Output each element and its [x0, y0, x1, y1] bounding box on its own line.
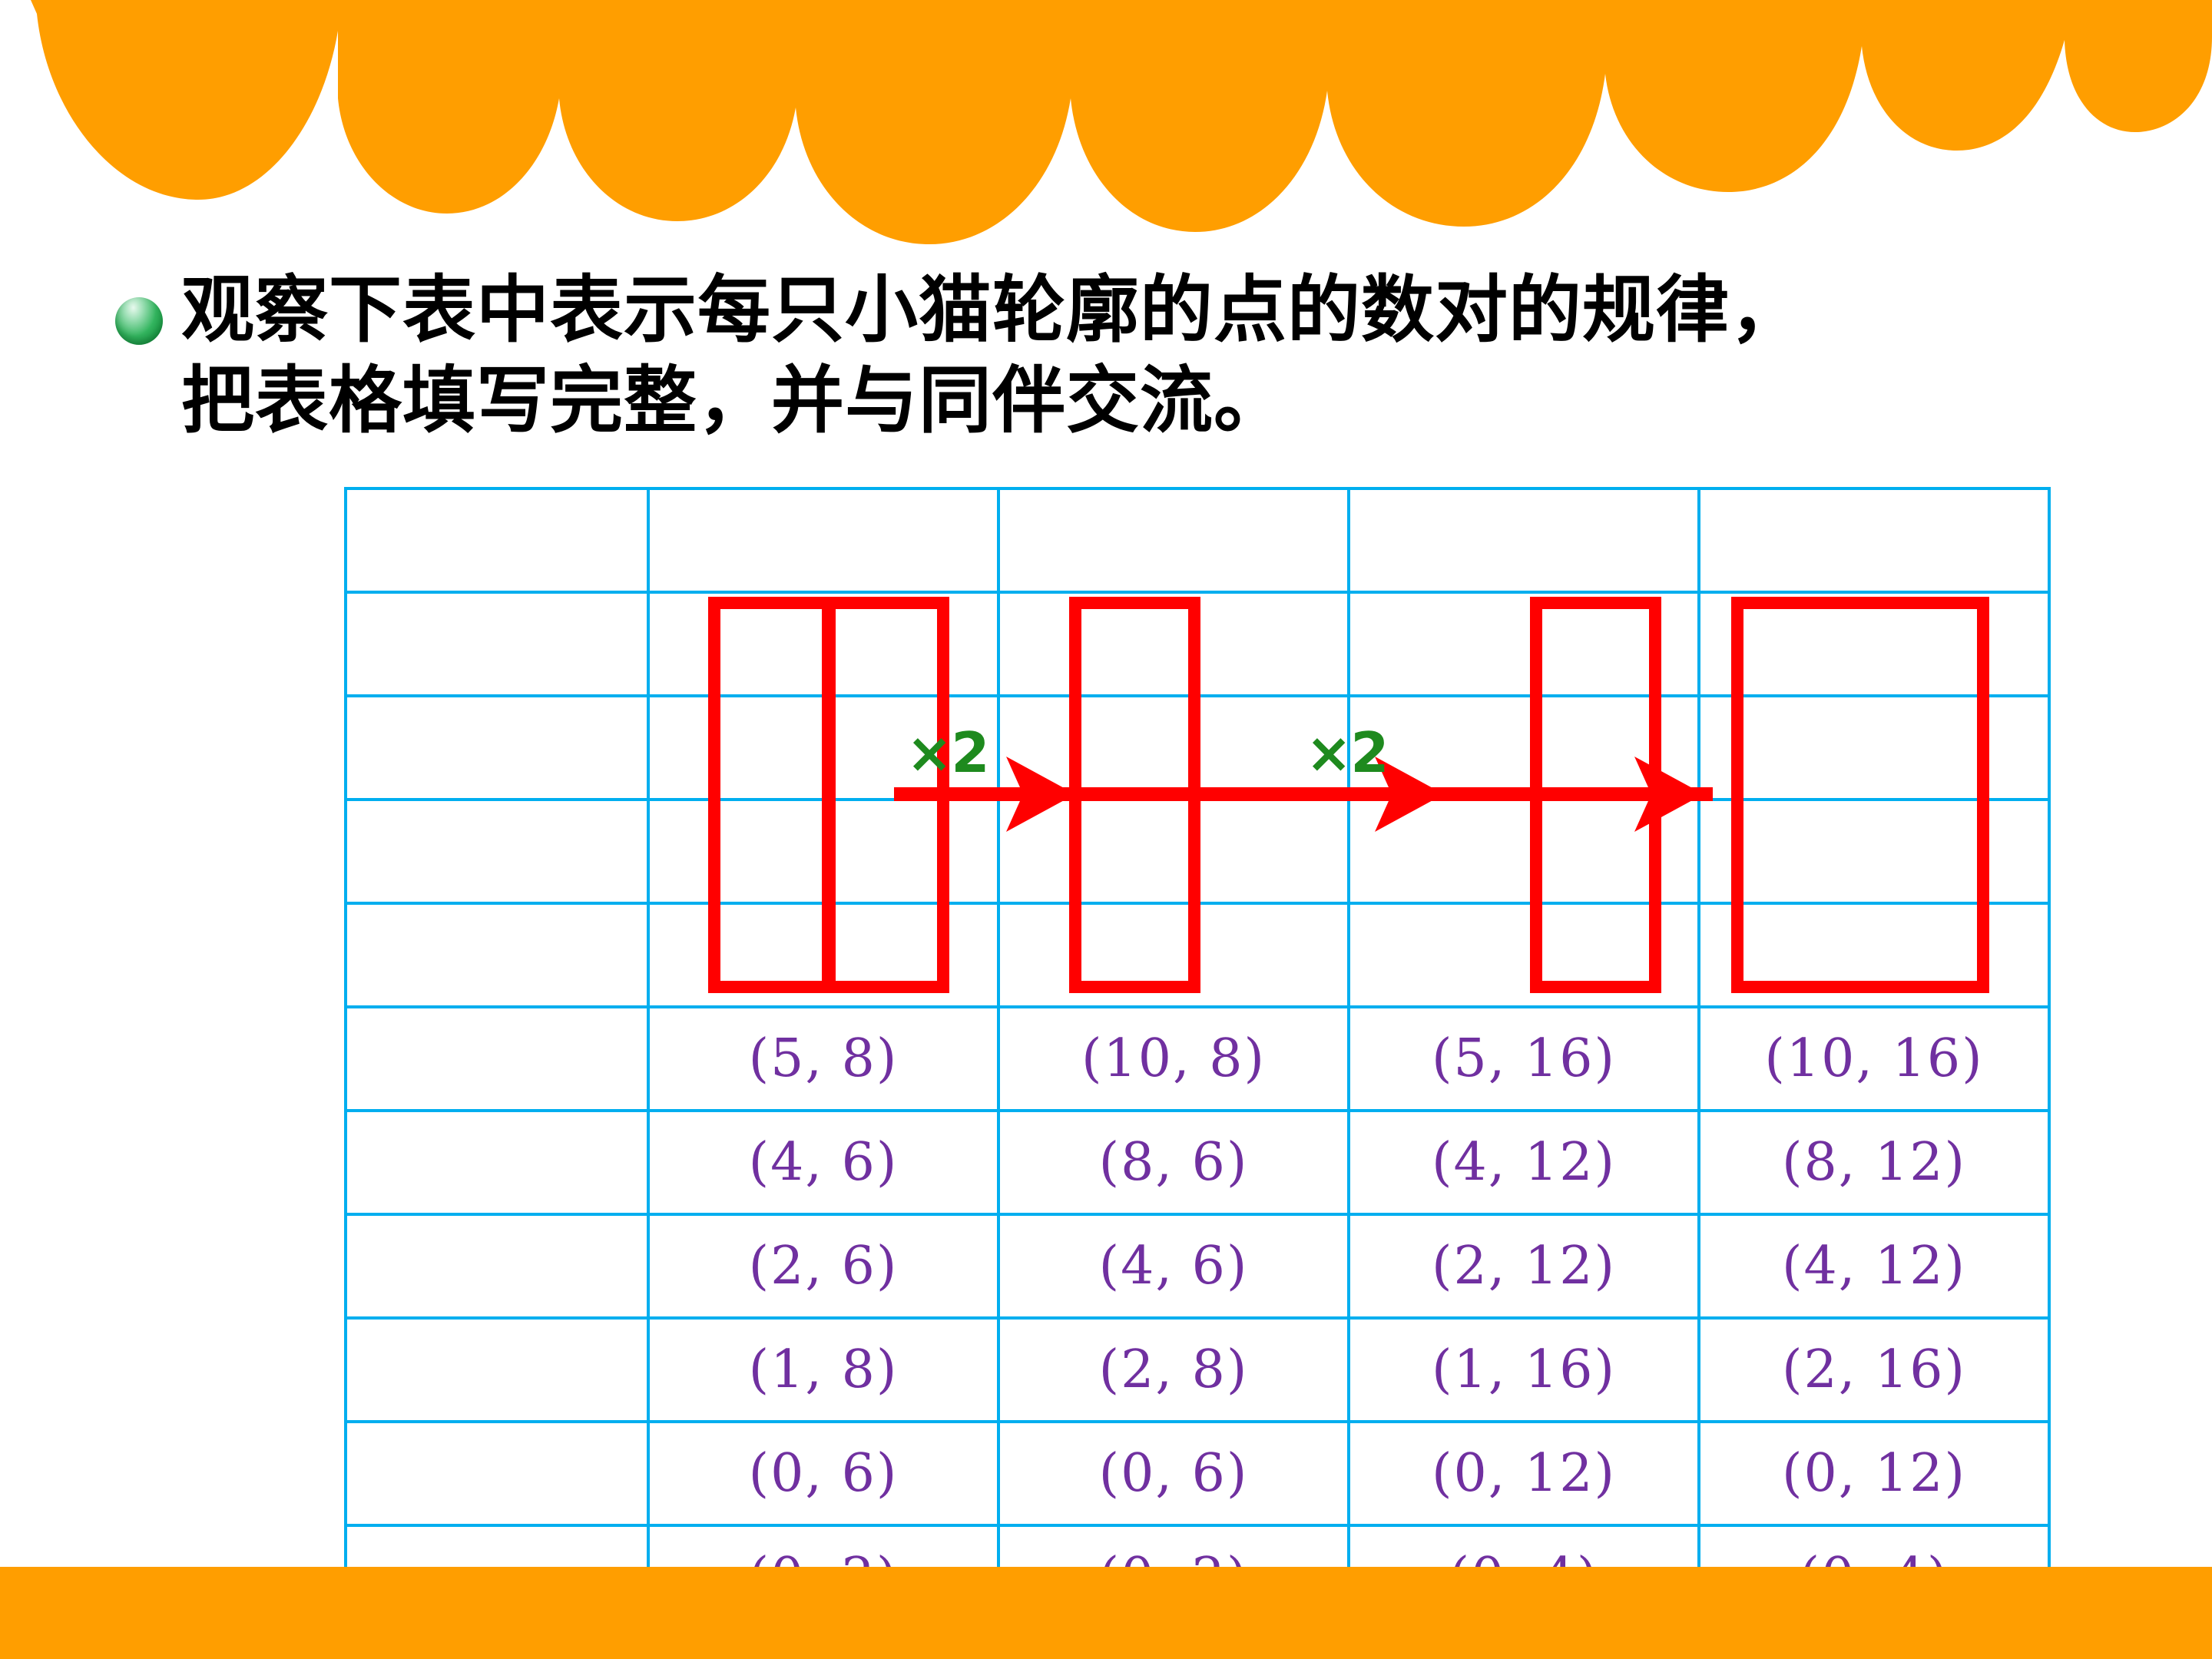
table-cell: [1347, 694, 1700, 801]
table-cell: (2, 16): [1697, 1316, 2051, 1423]
table-cell: [1697, 798, 2051, 905]
table-cell: (2, 6): [647, 1213, 1000, 1320]
table-cell: [647, 798, 1000, 905]
table-cell: [1697, 591, 2051, 697]
table-cell: (4, 12): [1697, 1213, 2051, 1320]
table-cell: (10, 16): [1697, 1005, 2051, 1112]
row-label: [344, 1420, 650, 1527]
table-cell: [647, 487, 1000, 594]
row-label: [344, 1213, 650, 1320]
table-cell: (4, 6): [997, 1213, 1350, 1320]
row-label: [344, 1316, 650, 1423]
table-cell: [344, 487, 650, 594]
table-row: (4, 6) (8, 6) (4, 12) (8, 12): [344, 1109, 2051, 1216]
table-cell: (0, 6): [997, 1420, 1350, 1527]
table-cell: [344, 591, 650, 697]
instruction-heading: 观察下表中表示每只小猫轮廓的点的数对的规律， 把表格填写完整，并与同伴交流。: [115, 265, 2189, 446]
table-cell: [647, 902, 1000, 1008]
table-cell: (2, 8): [997, 1316, 1350, 1423]
table-cell: [647, 591, 1000, 697]
table-cell: [997, 694, 1350, 801]
table-cell: [997, 902, 1350, 1008]
row-label: [344, 1005, 650, 1112]
table-cell: (1, 8): [647, 1316, 1000, 1423]
top-scallop-decoration: [0, 0, 2212, 244]
table-cell: [344, 694, 650, 801]
table-cell: (10, 8): [997, 1005, 1350, 1112]
table-cell: (4, 6): [647, 1109, 1000, 1216]
bottom-orange-bar: [0, 1567, 2212, 1659]
table-cell: [997, 591, 1350, 697]
coordinate-pairs-table: (5, 8) (10, 8) (5, 16) (10, 16) (4, 6) (…: [344, 487, 2051, 1631]
table-cell: [1347, 591, 1700, 697]
table-cell: (8, 12): [1697, 1109, 2051, 1216]
table-cell: (5, 8): [647, 1005, 1000, 1112]
table-cell: (0, 12): [1347, 1420, 1700, 1527]
multiplier-label-2: ×2: [1306, 720, 1389, 785]
table-cell: (0, 6): [647, 1420, 1000, 1527]
table-cell: [997, 487, 1350, 594]
table-cell: (1, 16): [1347, 1316, 1700, 1423]
table-cell: [1697, 902, 2051, 1008]
table-cell: [344, 902, 650, 1008]
table-row: (0, 6) (0, 6) (0, 12) (0, 12): [344, 1420, 2051, 1527]
multiplier-label-1: ×2: [906, 720, 989, 785]
table-cell: [997, 798, 1350, 905]
table-cell: [1697, 487, 2051, 594]
table-row: (5, 8) (10, 8) (5, 16) (10, 16): [344, 1005, 2051, 1112]
table-cell: [1347, 902, 1700, 1008]
heading-text: 观察下表中表示每只小猫轮廓的点的数对的规律， 把表格填写完整，并与同伴交流。: [181, 267, 1804, 443]
table-cell: (0, 12): [1697, 1420, 2051, 1527]
green-bullet-icon: [115, 297, 163, 345]
table-cell: (5, 16): [1347, 1005, 1700, 1112]
table-cell: (4, 12): [1347, 1109, 1700, 1216]
table-cell: [1697, 694, 2051, 801]
table-row: (2, 6) (4, 6) (2, 12) (4, 12): [344, 1213, 2051, 1320]
table-cell: [1347, 487, 1700, 594]
row-label: [344, 1109, 650, 1216]
table-cell: (8, 6): [997, 1109, 1350, 1216]
table-cell: (2, 12): [1347, 1213, 1700, 1320]
table-cell: [344, 798, 650, 905]
table-row: (1, 8) (2, 8) (1, 16) (2, 16): [344, 1316, 2051, 1423]
table-cell: [1347, 798, 1700, 905]
